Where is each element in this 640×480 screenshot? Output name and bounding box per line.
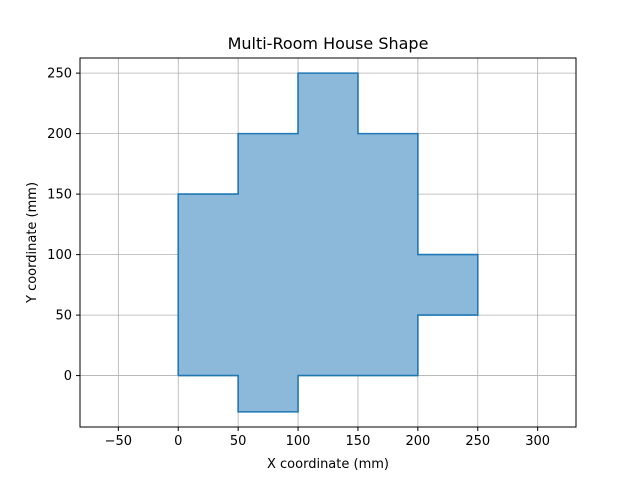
- x-tick-label: 150: [346, 434, 371, 449]
- y-tick-label: 150: [47, 188, 72, 203]
- house-shape-outline: [177, 72, 479, 413]
- y-tick-label: 50: [55, 309, 72, 324]
- y-tick-label: 200: [47, 127, 72, 142]
- plot-area: [177, 72, 479, 413]
- y-axis: 0 50 100 150 200 250: [47, 67, 80, 384]
- x-tick-label: 50: [230, 434, 247, 449]
- x-tick-label: 0: [174, 434, 182, 449]
- x-tick-label: −50: [105, 434, 132, 449]
- x-tick-label: 200: [405, 434, 430, 449]
- y-tick-label: 250: [47, 67, 72, 82]
- chart-title: Multi-Room House Shape: [228, 34, 429, 53]
- axes-frame: [79, 57, 577, 428]
- x-tick-label: 300: [525, 434, 550, 449]
- y-tick-label: 100: [47, 248, 72, 263]
- x-tick-label: 250: [465, 434, 490, 449]
- y-axis-label: Y coordinate (mm): [25, 182, 40, 304]
- house-shape-fill: [178, 73, 478, 412]
- y-tick-label: 0: [64, 369, 72, 384]
- x-tick-label: 100: [286, 434, 311, 449]
- x-axis: −50 0 50 100 150 200 250 300: [105, 427, 550, 449]
- x-axis-label: X coordinate (mm): [267, 457, 389, 472]
